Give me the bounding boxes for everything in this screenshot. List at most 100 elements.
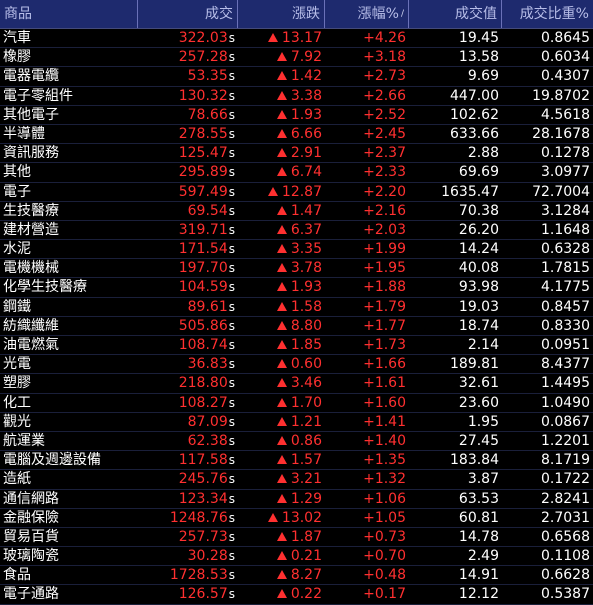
sector-name: 化學生技醫療: [3, 279, 87, 296]
ratio-cell: 3.0977: [541, 164, 590, 181]
price-flag: s: [228, 395, 235, 410]
sector-name: 食品: [3, 567, 31, 584]
table-row[interactable]: 建材營造 319.71s 6.37 +2.03 26.20 1.1648: [0, 221, 593, 241]
volume-cell: 32.61: [458, 375, 499, 392]
price-value: 123.34: [178, 490, 228, 507]
table-row[interactable]: 生技醫療 69.54s 1.47 +2.16 70.38 3.1284: [0, 202, 593, 221]
price-flag: s: [228, 242, 235, 257]
pct-change-cell: +2.66: [363, 87, 406, 104]
up-triangle-icon: [276, 493, 287, 503]
sector-name: 塑膠: [3, 375, 31, 392]
price-value: 1248.76: [169, 509, 228, 526]
pct-change-cell: +1.88: [363, 279, 406, 296]
sector-name: 造紙: [3, 471, 31, 488]
table-row[interactable]: 電子 597.49s 12.87 +2.20 1635.47 72.7004: [0, 183, 593, 202]
column-header-name[interactable]: 商品: [0, 0, 138, 28]
change-cell: 1.58: [238, 298, 325, 316]
volume-cell: 19.03: [458, 298, 499, 315]
volume-cell: 23.60: [458, 394, 499, 411]
table-row[interactable]: 電腦及週邊設備 117.58s 1.57 +1.35 183.84 8.1719: [0, 451, 593, 471]
change-value: 12.87: [281, 183, 322, 200]
volume-cell: 2.14: [467, 337, 499, 353]
ratio-cell: 0.5387: [541, 586, 590, 603]
up-triangle-icon: [276, 435, 287, 445]
price-cell: 171.54s: [138, 240, 238, 258]
table-row[interactable]: 其他 295.89s 6.74 +2.33 69.69 3.0977: [0, 163, 593, 183]
column-header-pct[interactable]: 漲幅% /: [325, 0, 409, 28]
price-flag: s: [228, 203, 235, 218]
volume-cell: 27.45: [458, 432, 499, 449]
price-cell: 36.83s: [138, 355, 238, 373]
price-cell: 295.89s: [138, 163, 238, 181]
price-cell: 104.59s: [138, 278, 238, 296]
table-row[interactable]: 電子零組件 130.32s 3.38 +2.66 447.00 19.8702: [0, 87, 593, 106]
ratio-cell: 72.7004: [532, 183, 590, 200]
price-flag: s: [228, 472, 235, 487]
ratio-cell: 0.6628: [541, 567, 590, 584]
volume-cell: 14.24: [458, 241, 499, 258]
table-row[interactable]: 航運業 62.38s 0.86 +1.40 27.45 1.2201: [0, 432, 593, 452]
price-cell: 78.66s: [138, 106, 238, 124]
price-value: 218.80: [178, 375, 228, 392]
table-row[interactable]: 通信網路 123.34s 1.29 +1.06 63.53 2.8241: [0, 490, 593, 509]
price-flag: s: [228, 491, 235, 506]
sort-indicator-icon: /: [400, 9, 404, 19]
price-flag: s: [228, 510, 235, 525]
table-row[interactable]: 電子通路 126.57s 0.22 +0.17 12.12 0.5387: [0, 585, 593, 605]
up-triangle-icon: [276, 90, 287, 100]
change-value: 8.27: [290, 567, 322, 584]
pct-change-cell: +1.32: [363, 471, 406, 488]
table-row[interactable]: 光電 36.83s 0.60 +1.66 189.81 8.4377: [0, 355, 593, 375]
table-row[interactable]: 觀光 87.09s 1.21 +1.41 1.95 0.0867: [0, 413, 593, 432]
table-row[interactable]: 金融保險 1248.76s 13.02 +1.05 60.81 2.7031: [0, 509, 593, 528]
up-triangle-icon: [276, 320, 287, 330]
column-header-volume[interactable]: 成交值: [409, 0, 502, 28]
ratio-cell: 0.0951: [541, 337, 590, 353]
ratio-cell: 8.1719: [541, 452, 590, 469]
table-row[interactable]: 造紙 245.76s 3.21 +1.32 3.87 0.1722: [0, 470, 593, 490]
column-header-change[interactable]: 漲跌: [238, 0, 325, 28]
table-row[interactable]: 貿易百貨 257.73s 1.87 +0.73 14.78 0.6568: [0, 528, 593, 548]
up-triangle-icon: [267, 512, 278, 522]
table-row[interactable]: 化工 108.27s 1.70 +1.60 23.60 1.0490: [0, 394, 593, 413]
pct-change-cell: +2.45: [363, 125, 406, 142]
change-value: 6.66: [290, 125, 322, 142]
table-row[interactable]: 汽車 322.03s 13.17 +4.26 19.45 0.8645: [0, 29, 593, 49]
table-row[interactable]: 鋼鐵 89.61s 1.58 +1.79 19.03 0.8457: [0, 298, 593, 317]
change-value: 1.57: [290, 452, 322, 469]
pct-change-cell: +1.60: [363, 394, 406, 411]
table-row[interactable]: 玻璃陶瓷 30.28s 0.21 +0.70 2.49 0.1108: [0, 547, 593, 567]
table-row[interactable]: 資訊服務 125.47s 2.91 +2.37 2.88 0.1278: [0, 144, 593, 164]
table-row[interactable]: 半導體 278.55s 6.66 +2.45 633.66 28.1678: [0, 125, 593, 145]
table-row[interactable]: 電機機械 197.70s 3.78 +1.95 40.08 1.7815: [0, 259, 593, 279]
table-row[interactable]: 其他電子 78.66s 1.93 +2.52 102.62 4.5618: [0, 106, 593, 125]
price-value: 104.59: [178, 279, 228, 296]
ratio-cell: 1.2201: [541, 432, 590, 449]
column-header-ratio[interactable]: 成交比重%: [519, 6, 589, 22]
table-row[interactable]: 油電燃氣 108.74s 1.85 +1.73 2.14 0.0951: [0, 336, 593, 356]
column-header-price[interactable]: 成交: [138, 0, 238, 28]
pct-change-cell: +2.73: [363, 68, 406, 85]
price-value: 257.73: [178, 528, 228, 545]
table-row[interactable]: 紡織纖維 505.86s 8.80 +1.77 18.74 0.8330: [0, 317, 593, 336]
table-row[interactable]: 橡膠 257.28s 7.92 +3.18 13.58 0.6034: [0, 48, 593, 68]
table-row[interactable]: 塑膠 218.80s 3.46 +1.61 32.61 1.4495: [0, 374, 593, 394]
table-row[interactable]: 電器電纜 53.35s 1.42 +2.73 9.69 0.4307: [0, 67, 593, 87]
change-cell: 3.21: [238, 470, 325, 488]
ratio-cell: 0.8330: [541, 317, 590, 334]
change-value: 13.17: [281, 30, 322, 46]
change-value: 6.74: [290, 164, 322, 181]
table-row[interactable]: 食品 1728.53s 8.27 +0.48 14.91 0.6628: [0, 566, 593, 586]
table-row[interactable]: 水泥 171.54s 3.35 +1.99 14.24 0.6328: [0, 240, 593, 260]
price-value: 87.09: [187, 413, 228, 430]
volume-cell: 93.98: [458, 279, 499, 296]
change-value: 1.29: [290, 490, 322, 507]
change-value: 8.80: [290, 317, 322, 334]
price-value: 30.28: [187, 548, 228, 565]
price-flag: s: [228, 50, 235, 65]
table-row[interactable]: 化學生技醫療 104.59s 1.93 +1.88 93.98 4.1775: [0, 278, 593, 298]
ratio-cell: 0.6328: [541, 241, 590, 258]
sector-name: 建材營造: [3, 221, 59, 238]
price-value: 78.66: [187, 106, 228, 123]
price-value: 257.28: [178, 49, 228, 66]
